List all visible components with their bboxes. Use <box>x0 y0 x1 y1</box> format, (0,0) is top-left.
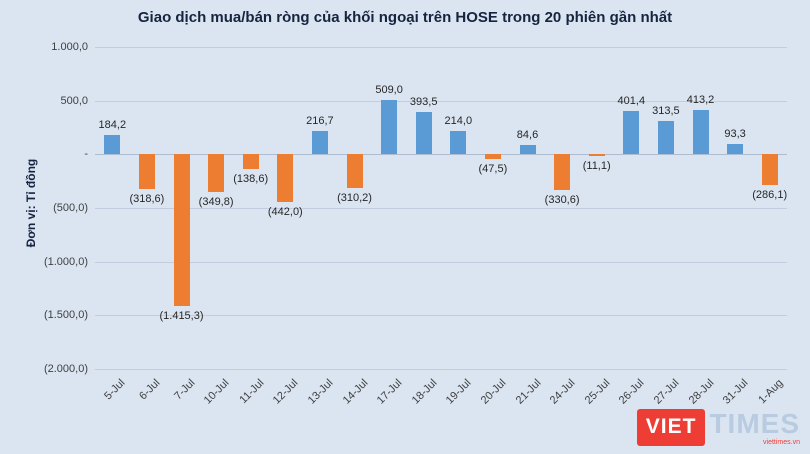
x-tick-label: 19-Jul <box>444 377 474 407</box>
x-tick-label: 20-Jul <box>478 377 509 407</box>
bar <box>138 154 155 189</box>
bar <box>554 154 571 190</box>
bar <box>208 154 225 192</box>
x-tick-label: 26-Jul <box>617 377 647 407</box>
x-tick-label: 7-Jul <box>171 377 197 403</box>
bar-value-label: (330,6) <box>544 193 580 206</box>
bar <box>727 144 744 155</box>
gridline <box>95 100 787 102</box>
x-tick-label: 10-Jul <box>201 377 232 407</box>
bar <box>173 154 190 307</box>
viettimes-logo-tagline: viettimes.vn <box>763 439 800 446</box>
bar-value-label: (286,1) <box>752 189 788 202</box>
x-tick-label: 25-Jul <box>582 377 613 407</box>
x-tick-label: 28-Jul <box>686 377 716 407</box>
bar <box>415 112 432 155</box>
x-tick-label: 14-Jul <box>340 377 370 407</box>
bar-value-label: (11,1) <box>582 159 611 172</box>
x-tick-label: 5-Jul <box>102 377 128 403</box>
y-tick-label: - <box>84 148 88 161</box>
y-tick-label: (500,0) <box>53 202 88 214</box>
x-tick-label: 18-Jul <box>409 377 440 407</box>
bar-value-label: 393,5 <box>409 96 438 109</box>
bar-value-label: (310,2) <box>337 191 372 204</box>
bar-value-label: (442,0) <box>267 205 303 218</box>
gridline <box>95 208 787 209</box>
bar-value-label: 214,0 <box>444 115 473 128</box>
bar-value-label: 216,7 <box>306 115 334 128</box>
gridline <box>95 369 787 370</box>
x-tick-label: 21-Jul <box>513 377 543 407</box>
chart-title: Giao dịch mua/bán ròng của khối ngoại tr… <box>137 9 673 26</box>
x-tick-label: 27-Jul <box>651 377 682 407</box>
y-tick-label: 1.000,0 <box>51 41 88 53</box>
x-tick-label: 31-Jul <box>720 377 751 407</box>
bar-value-label: 313,5 <box>652 104 680 117</box>
x-tick-label: 11-Jul <box>237 377 267 407</box>
zero-gridline <box>95 154 787 156</box>
viettimes-logo-times: TIMES <box>709 408 800 439</box>
bar <box>381 99 398 155</box>
x-tick-label: 12-Jul <box>271 377 301 407</box>
bar-value-label: (318,6) <box>129 192 165 205</box>
gridline <box>95 47 787 48</box>
bar <box>346 154 363 188</box>
gridline <box>95 261 787 263</box>
gridline <box>95 315 787 317</box>
bar <box>450 131 467 155</box>
y-tick-label: 500,0 <box>60 94 88 107</box>
bar-value-label: (47,5) <box>478 163 508 176</box>
bar <box>519 145 536 155</box>
bar-value-label: 413,2 <box>686 93 715 106</box>
x-tick-label: 13-Jul <box>305 377 336 407</box>
x-tick-label: 24-Jul <box>547 377 578 407</box>
bar <box>588 154 605 156</box>
bar <box>657 120 674 155</box>
bar <box>623 111 640 155</box>
bar-value-label: 509,0 <box>375 83 403 96</box>
viettimes-logo-viet: VIET <box>636 409 706 446</box>
y-tick-label: (1.000,0) <box>43 255 88 268</box>
bar-value-label: 93,3 <box>724 128 746 141</box>
viettimes-logo: VIET TIMES viettimes.vn <box>636 409 800 447</box>
bar <box>311 131 328 155</box>
viettimes-logo-times-wrap: TIMES viettimes.vn <box>709 409 800 447</box>
bar-value-label: (138,6) <box>233 173 269 186</box>
bar <box>692 109 709 155</box>
bar <box>104 134 121 155</box>
bar-value-label: 184,2 <box>98 118 127 131</box>
x-tick-label: 17-Jul <box>374 377 405 407</box>
bar-value-label: (1.415,3) <box>159 310 204 323</box>
y-tick-label: (2.000,0) <box>43 363 88 375</box>
bar-value-label: (349,8) <box>198 195 234 208</box>
x-tick-label: 6-Jul <box>137 377 163 403</box>
bar-value-label: 84,6 <box>516 129 539 142</box>
bar <box>484 154 501 160</box>
bar <box>277 154 294 202</box>
bar-value-label: 401,4 <box>617 95 646 108</box>
x-tick-label: 1-Aug <box>755 377 786 407</box>
y-tick-label: (1.500,0) <box>43 309 88 322</box>
bar <box>761 154 778 186</box>
bar <box>242 154 259 170</box>
